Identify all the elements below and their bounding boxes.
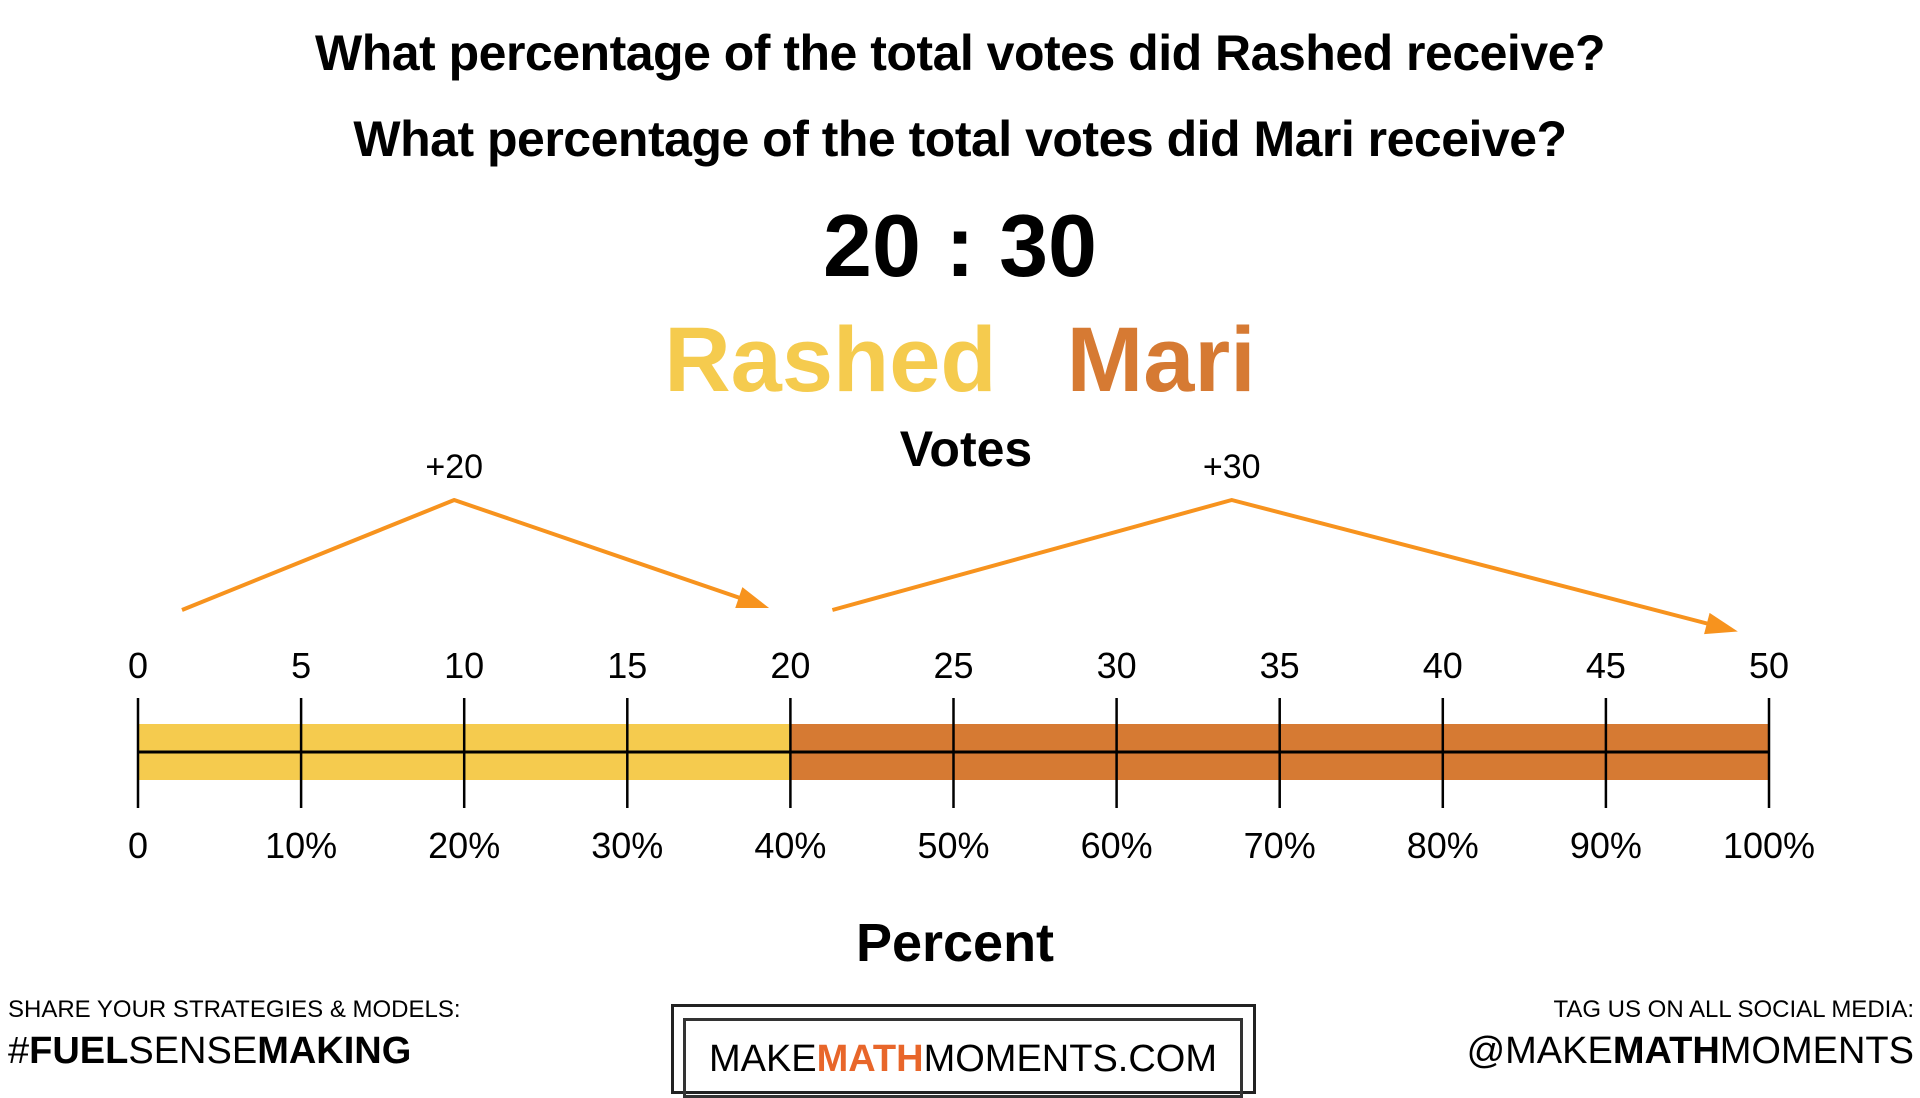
- votes-tick-label: 20: [770, 645, 811, 686]
- votes-tick-label: 25: [933, 645, 974, 686]
- percent-tick-label: 30%: [591, 825, 664, 866]
- share-prompt: SHARE YOUR STRATEGIES & MODELS:: [8, 996, 461, 1023]
- percent-tick-label: 70%: [1243, 825, 1316, 866]
- tag-prompt: TAG US ON ALL SOCIAL MEDIA:: [1553, 996, 1914, 1023]
- handle-math: MATH: [1612, 1030, 1720, 1072]
- names: Rashed Mari: [0, 308, 1920, 413]
- hash: #: [8, 1030, 30, 1072]
- hashtag: #FUELSENSEMAKING: [8, 1030, 411, 1073]
- social-handle: @MAKEMATHMOMENTS: [1467, 1030, 1914, 1073]
- percent-tick-label: 10%: [265, 825, 338, 866]
- makemathmoments-logo[interactable]: MAKEMATHMOMENTS.COM: [683, 1018, 1243, 1098]
- votes-tick-label: 15: [607, 645, 648, 686]
- name-rashed: Rashed: [664, 309, 997, 411]
- question-rashed: What percentage of the total votes did R…: [315, 25, 1605, 81]
- ratio: 20 : 30: [823, 196, 1097, 295]
- votes-tick-label: 30: [1096, 645, 1137, 686]
- handle-make: @MAKE: [1466, 1030, 1613, 1072]
- hop-arrow: [831, 498, 1733, 632]
- percent-tick-label: 100%: [1722, 825, 1816, 866]
- percent-tick-label: 60%: [1080, 825, 1153, 866]
- hop-label: +30: [1202, 448, 1261, 486]
- question-mari: What percentage of the total votes did M…: [353, 111, 1567, 167]
- hashtag-fuel: FUEL: [29, 1030, 129, 1072]
- logo-rest: MOMENTS.COM: [923, 1038, 1218, 1080]
- percent-tick-label: 90%: [1569, 825, 1642, 866]
- votes-tick-label: 50: [1748, 645, 1790, 686]
- votes-tick-label: 0: [127, 645, 149, 686]
- votes-tick-label: 5: [291, 645, 312, 686]
- votes-tick-label: 10: [444, 645, 485, 686]
- hop-arrow: [181, 498, 765, 612]
- percent-tick-label: 0: [127, 825, 149, 866]
- arrowhead-icon: [735, 587, 770, 608]
- name-mari: Mari: [1066, 309, 1256, 411]
- percent-tick-label: 40%: [754, 825, 827, 866]
- votes-label: Votes: [899, 421, 1033, 477]
- votes-tick-label: 45: [1585, 645, 1626, 686]
- votes-tick-label: 35: [1259, 645, 1300, 686]
- handle-moments: MOMENTS: [1719, 1030, 1914, 1072]
- logo-make: MAKE: [708, 1038, 817, 1080]
- logo-math: MATH: [816, 1038, 924, 1080]
- hashtag-sense: SENSE: [128, 1030, 258, 1072]
- votes-tick-label: 40: [1422, 645, 1463, 686]
- hop-label: +20: [425, 448, 484, 486]
- hashtag-making: MAKING: [257, 1030, 412, 1072]
- percent-label: Percent: [855, 913, 1055, 973]
- arrowhead-icon: [1704, 612, 1738, 635]
- percent-tick-label: 50%: [917, 825, 990, 866]
- percent-tick-label: 20%: [428, 825, 501, 866]
- percent-tick-label: 80%: [1406, 825, 1479, 866]
